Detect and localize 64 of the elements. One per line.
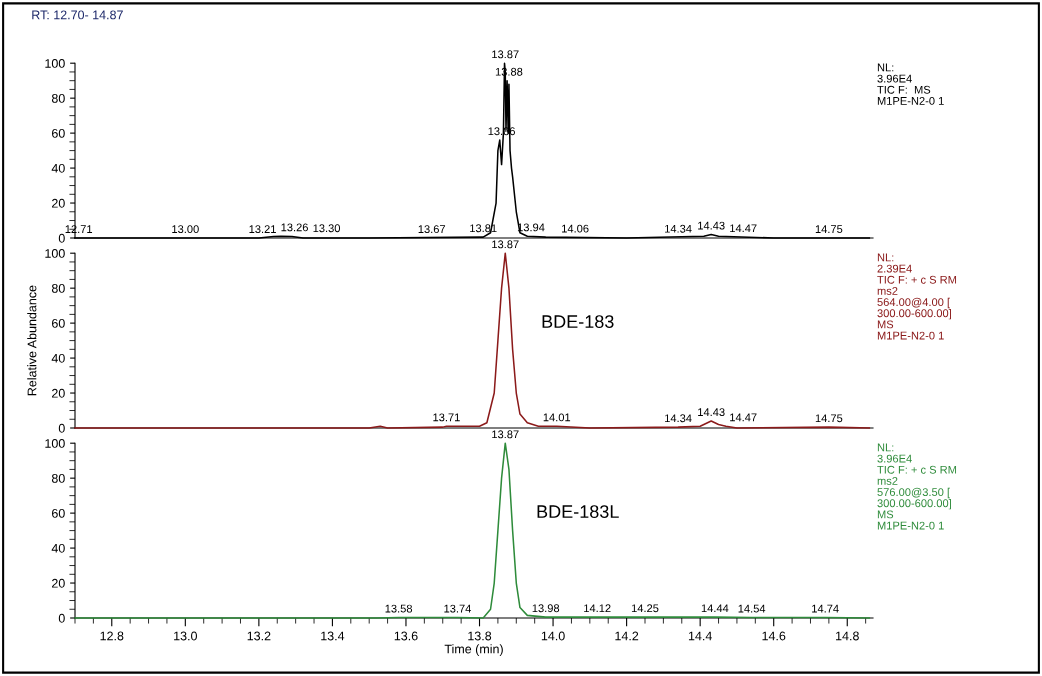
annotation: 14.47 xyxy=(730,224,757,233)
annotation: 14.12 xyxy=(584,604,611,613)
annotation: 14.43 xyxy=(698,408,725,417)
annotation: 13.87 xyxy=(492,430,519,439)
y-tick-label: 80 xyxy=(51,283,65,293)
annotation: 14.75 xyxy=(815,225,843,234)
x-axis-title: Time (min) xyxy=(444,644,503,656)
annotation: 13.58 xyxy=(385,604,413,613)
x-tick-label: 12.8 xyxy=(100,631,124,641)
annotation: 13.87 xyxy=(492,240,519,249)
annotation: BDE-183L xyxy=(537,505,619,518)
annotation: 14.75 xyxy=(815,414,843,423)
y-tick-label: 20 xyxy=(52,578,65,588)
x-tick-label: 14.0 xyxy=(541,631,565,641)
annotation: 14.06 xyxy=(562,224,589,233)
x-tick-label: 13.2 xyxy=(247,631,271,641)
annotation: 14.74 xyxy=(812,604,839,613)
x-tick-label: 14.2 xyxy=(615,631,639,641)
y-tick-label: 100 xyxy=(45,439,65,448)
y-tick-label: 100 xyxy=(45,59,65,68)
x-tick-label: 13.6 xyxy=(394,631,418,641)
annotation: 14.43 xyxy=(698,221,725,230)
y-tick-label: 80 xyxy=(51,473,65,483)
y-tick-label: 40 xyxy=(51,543,65,553)
annotation: 13.21 xyxy=(249,225,276,234)
annotation: 14.34 xyxy=(665,414,692,423)
y-tick-label: 40 xyxy=(51,353,65,363)
y-tick-label: 40 xyxy=(51,163,65,173)
annotation: BDE-183 xyxy=(542,315,614,328)
annotation: 14.01 xyxy=(543,413,571,422)
text: NL: 2.39E4 TIC F: + c S RM ms2 564.00@4.00 [ 300.00-600.00] MS M1PE-N2-0 1 xyxy=(877,253,957,340)
annotation: 13.00 xyxy=(172,225,199,234)
y-tick-label: 0 xyxy=(58,613,65,623)
annotation: 13.74 xyxy=(444,604,472,613)
x-tick-label: 14.8 xyxy=(836,631,859,641)
annotation: 13.30 xyxy=(313,224,341,233)
x-tick-label: 13.8 xyxy=(468,631,492,641)
annotation: 14.47 xyxy=(730,413,757,422)
annotation: 13.26 xyxy=(281,223,308,232)
annotation: 14.44 xyxy=(701,604,729,613)
y-tick-label: 20 xyxy=(52,388,65,398)
y-tick-label: 20 xyxy=(52,198,65,208)
y-tick-label: 100 xyxy=(45,249,65,258)
chart-title: RT: 12.70- 14.87 xyxy=(32,10,123,20)
annotation: 14.25 xyxy=(631,604,659,613)
annotation: 13.87 xyxy=(492,50,519,59)
text: NL: 3.96E4 TIC F: MS M1PE-N2-0 1 xyxy=(877,63,944,105)
annotation: 13.98 xyxy=(532,604,560,613)
annotation: 14.54 xyxy=(738,604,766,613)
y-tick-label: 60 xyxy=(52,128,65,138)
x-tick-label: 13.4 xyxy=(321,631,345,641)
y-tick-label: 60 xyxy=(52,508,65,518)
x-tick-label: 14.6 xyxy=(762,631,786,641)
x-tick-label: 14.4 xyxy=(688,631,712,641)
y-axis-title: Relative Abundance xyxy=(27,285,37,396)
annotation: 14.34 xyxy=(665,224,692,233)
x-tick-label: 13.0 xyxy=(174,631,197,641)
annotation: 13.71 xyxy=(433,413,460,422)
y-tick-label: 60 xyxy=(52,318,65,328)
y-tick-label: 0 xyxy=(58,233,65,243)
text: NL: 3.96E4 TIC F: + c S RM ms2 576.00@3.50 [ 300.00-600.00] MS M1PE-N2-0 1 xyxy=(877,443,957,530)
annotation: 13.67 xyxy=(418,225,446,234)
y-tick-label: 0 xyxy=(58,423,65,433)
y-tick-label: 80 xyxy=(51,93,65,103)
